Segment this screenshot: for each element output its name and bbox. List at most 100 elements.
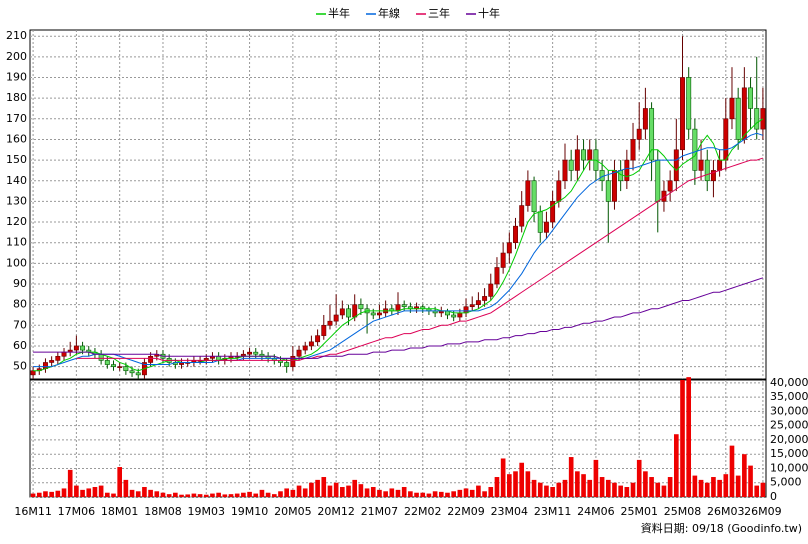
candle-body <box>290 355 296 367</box>
candle-body <box>649 108 655 161</box>
volume-bar <box>513 471 518 497</box>
volume-bar <box>43 491 48 497</box>
volume-bar <box>241 492 246 497</box>
volume-bar <box>98 485 104 497</box>
candle-body <box>673 149 679 182</box>
y-tick-label: 120 <box>6 215 27 228</box>
volume-tick-label: 40,000 <box>770 376 808 389</box>
y-tick-label: 160 <box>6 132 27 145</box>
x-tick-label: 21M07 <box>361 505 399 518</box>
volume-bar <box>686 377 692 497</box>
volume-bar <box>259 489 265 497</box>
volume-bar <box>667 477 673 497</box>
volume-bar <box>562 479 568 497</box>
x-tick-label: 25M01 <box>620 505 658 518</box>
volume-bar <box>395 489 401 497</box>
candle-body <box>513 225 518 244</box>
candle-body <box>741 87 747 140</box>
y-tick-label: 190 <box>6 70 27 83</box>
volume-bar <box>389 488 395 497</box>
volume-bar <box>36 492 42 497</box>
volume-bar <box>352 479 358 497</box>
x-tick-label: 23M11 <box>534 505 572 518</box>
y-tick-label: 140 <box>6 174 27 187</box>
volume-bar <box>284 488 289 497</box>
candle-body <box>655 159 661 202</box>
candle-body <box>482 296 488 301</box>
volume-bar <box>222 494 228 497</box>
volume-bar <box>587 479 593 497</box>
volume-bar <box>142 487 147 497</box>
candle-body <box>519 205 525 227</box>
candle-body <box>506 242 512 254</box>
volume-bar <box>80 489 85 497</box>
volume-tick-label: 15,000 <box>770 447 808 460</box>
candle-body <box>148 355 154 363</box>
volume-bar <box>364 488 370 497</box>
volume-bar <box>457 489 463 497</box>
candle-body <box>698 159 704 171</box>
y-tick-label: 110 <box>6 236 27 249</box>
candle-body <box>135 372 141 376</box>
candle-body <box>55 355 61 361</box>
volume-bar <box>346 485 351 497</box>
volume-bar <box>30 493 36 497</box>
volume-bar <box>568 457 574 497</box>
candle-body <box>562 159 568 182</box>
volume-bar <box>203 494 209 497</box>
candle-body <box>129 370 135 374</box>
volume-bar <box>451 491 456 497</box>
candle-body <box>723 118 729 161</box>
candle-body <box>284 362 290 367</box>
volume-bar <box>173 492 178 497</box>
candle-body <box>754 108 760 130</box>
volume-bar <box>358 484 364 497</box>
volume-bar <box>445 492 450 497</box>
price-panel <box>29 29 767 380</box>
candle-body <box>80 345 86 351</box>
volume-bar <box>340 487 345 497</box>
volume-bar <box>247 491 252 497</box>
volume-bar <box>86 488 92 497</box>
x-tick-label: 26M03 <box>707 505 745 518</box>
candle-body <box>475 300 481 305</box>
volume-bar <box>463 488 469 497</box>
volume-bar <box>321 477 327 497</box>
candle-body <box>636 128 642 140</box>
volume-bar <box>55 490 61 497</box>
volume-bar <box>469 489 475 497</box>
y-tick-label: 170 <box>6 112 27 125</box>
candle-body <box>605 180 611 202</box>
volume-bar <box>302 488 308 497</box>
candle-body <box>370 312 376 316</box>
candle-body <box>710 170 716 182</box>
y-tick-label: 150 <box>6 153 27 166</box>
x-tick-label: 22M09 <box>447 505 485 518</box>
volume-bar <box>438 491 444 497</box>
volume-bar <box>49 491 54 497</box>
volume-bar <box>432 491 438 497</box>
volume-bar <box>618 485 623 497</box>
candle-body <box>735 97 741 140</box>
volume-tick-label: 0 <box>770 490 777 503</box>
x-tick-label: 19M03 <box>188 505 226 518</box>
candle-body <box>612 170 617 202</box>
candle-body <box>30 370 36 376</box>
volume-bar <box>680 380 685 497</box>
y-tick-label: 80 <box>13 298 27 311</box>
volume-bar <box>290 489 296 497</box>
volume-bar <box>104 492 110 497</box>
volume-bar <box>129 489 135 497</box>
candle-body <box>581 149 587 161</box>
y-tick-label: 70 <box>13 318 27 331</box>
volume-bar <box>599 477 605 497</box>
candle-body <box>550 201 556 223</box>
candle-body <box>352 304 358 318</box>
volume-bar <box>649 477 654 497</box>
volume-bar <box>61 488 67 497</box>
volume-bar <box>234 493 240 497</box>
volume-bar <box>216 492 221 497</box>
volume-bar <box>754 485 760 497</box>
volume-bar <box>698 479 704 497</box>
